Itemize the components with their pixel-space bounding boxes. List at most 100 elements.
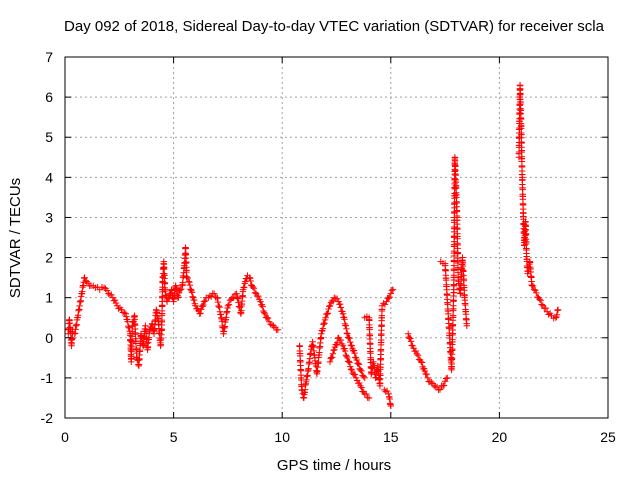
x-tick-labels: 0 5 10 15 20 25 [61,429,616,445]
data-point [360,373,367,380]
y-tick-label: 0 [45,330,53,346]
data-point [536,296,543,303]
data-point [355,361,363,368]
data-point [329,350,337,357]
y-axis-title: SDTVAR / TECUs [7,178,24,298]
data-point [383,298,390,305]
y-tick-label: 6 [45,89,53,105]
data-point [386,293,393,301]
data-series [65,81,562,410]
data-point [189,293,196,300]
data-point [388,286,396,294]
data-point [404,330,412,337]
data-point [83,278,90,285]
data-point [341,347,349,355]
data-point [246,274,253,281]
data-point [345,358,353,365]
data-point [249,283,257,291]
data-point [326,303,333,310]
data-point [325,305,332,313]
data-point [270,322,277,329]
data-point [407,335,414,342]
data-point [108,291,115,298]
data-point [538,301,545,308]
data-point [326,302,334,309]
data-point [362,390,370,398]
data-point [210,290,218,297]
data-point [537,297,544,304]
data-point [552,314,560,321]
data-point [178,285,185,293]
x-tick-label: 0 [61,429,69,445]
data-point [361,374,368,382]
data-point [147,323,155,331]
data-point [188,289,196,296]
data-point [111,297,119,304]
data-point [385,295,392,302]
data-point [331,294,338,301]
data-point [344,330,351,337]
data-point [423,371,430,378]
data-point [103,287,111,294]
data-point [185,278,193,285]
data-point [407,338,415,345]
data-point [339,342,347,349]
y-tick-label: 3 [45,209,53,225]
data-point [188,287,195,295]
axis-ticks [64,56,609,419]
data-point [251,289,259,296]
data-point [545,311,552,318]
data-point [324,310,332,317]
data-point [201,297,209,305]
data-point [255,292,262,300]
chart-title: Day 092 of 2018, Sidereal Day-to-day VTE… [64,18,605,35]
data-point [121,309,128,317]
data-point [264,314,272,322]
data-point [418,358,425,366]
data-point [350,347,358,354]
data-point [274,326,282,333]
data-point [553,311,561,318]
data-point [344,354,351,362]
data-point [542,304,549,312]
data-point [260,309,268,316]
data-point [267,321,274,328]
data-point [387,402,394,410]
data-point [257,298,264,305]
data-point [347,365,355,373]
data-point [187,286,195,293]
data-point [250,285,258,292]
data-point [348,342,355,349]
y-tick-label: -1 [41,370,54,386]
data-point [175,293,182,301]
data-point [414,352,422,359]
x-tick-label: 5 [170,429,178,445]
data-point [334,295,341,303]
y-tick-label: 4 [45,169,53,185]
data-point [381,301,389,308]
y-tick-label: 1 [45,290,53,306]
data-point [118,306,125,313]
data-point [100,284,108,291]
data-point [346,359,353,366]
data-point [327,355,334,362]
data-point [347,342,355,349]
data-point [225,301,233,308]
data-point [387,290,394,297]
data-point [346,334,353,342]
data-point [259,303,266,310]
data-point [336,300,344,308]
data-point [197,310,204,317]
data-point [533,289,540,297]
data-point [186,278,193,286]
data-point [208,293,215,300]
data-point [200,298,208,305]
data-point [240,284,248,291]
data-point [224,302,232,309]
x-tick-label: 15 [383,429,399,445]
data-point [440,382,448,389]
data-point [355,360,362,367]
data-point [163,298,171,305]
